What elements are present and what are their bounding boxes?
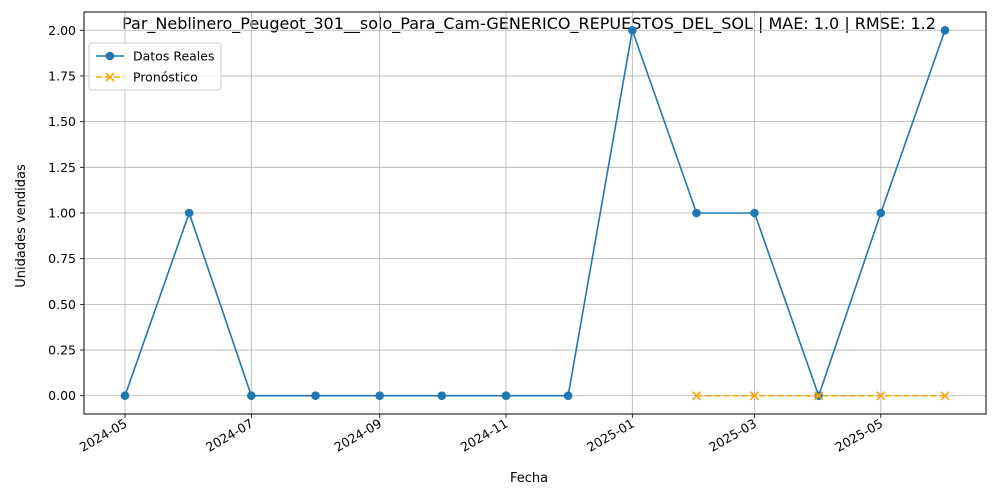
data-point bbox=[691, 391, 702, 401]
data-point bbox=[184, 208, 194, 218]
series-forecast bbox=[691, 391, 950, 401]
x-tick-label: 2025-05 bbox=[833, 416, 886, 455]
legend-label: Datos Reales bbox=[133, 49, 214, 64]
y-tick-label: 0.25 bbox=[48, 343, 76, 358]
y-tick-label: 1.25 bbox=[48, 160, 76, 175]
y-tick-label: 1.75 bbox=[48, 68, 76, 83]
data-point bbox=[749, 391, 760, 401]
data-point bbox=[750, 208, 759, 218]
data-point bbox=[876, 391, 886, 401]
series-layer bbox=[120, 25, 950, 401]
x-tick-label: 2024-07 bbox=[203, 416, 256, 455]
chart-title: Par_Neblinero_Peugeot_301__solo_Para_Cam… bbox=[122, 14, 936, 34]
y-tick-label: 0.00 bbox=[48, 388, 76, 403]
x-tick-label: 2024-05 bbox=[77, 416, 130, 455]
data-point bbox=[437, 391, 447, 401]
data-point bbox=[375, 391, 384, 401]
legend-label: Pronóstico bbox=[133, 70, 198, 85]
y-tick-label: 1.00 bbox=[48, 206, 76, 221]
data-point bbox=[563, 391, 573, 401]
data-point bbox=[940, 391, 950, 401]
x-tick-label: 2024-09 bbox=[331, 416, 384, 455]
data-point bbox=[628, 25, 637, 35]
series-line bbox=[124, 27, 946, 399]
grid-lines bbox=[84, 12, 986, 414]
data-point bbox=[501, 391, 511, 401]
legend-marker bbox=[105, 51, 115, 61]
x-tick-label: 2024-11 bbox=[458, 416, 511, 455]
legend-marker bbox=[105, 72, 115, 82]
plot-frame bbox=[83, 11, 987, 415]
data-point bbox=[940, 25, 950, 35]
y-tick-label: 0.50 bbox=[48, 297, 76, 312]
y-axis-ticks: 0.00 0.25 0.50 0.75 1.00 1.25 1.50 1.75 2.00 bbox=[48, 23, 84, 403]
data-point bbox=[692, 208, 701, 218]
x-tick-label: 2025-01 bbox=[584, 416, 637, 455]
x-axis-ticks: 2024-05 2024-07 2024-09 2024-11 2025-01 2025-… bbox=[77, 414, 886, 455]
legend: Datos Reales Pronóstico bbox=[88, 42, 222, 91]
x-axis-label: Fecha bbox=[510, 471, 548, 486]
series-actual bbox=[120, 25, 950, 401]
data-point bbox=[120, 391, 130, 401]
legend-box bbox=[88, 42, 222, 91]
x-tick-label: 2025-03 bbox=[706, 416, 759, 455]
y-tick-label: 2.00 bbox=[48, 23, 76, 38]
y-tick-label: 0.75 bbox=[48, 251, 76, 266]
data-point bbox=[311, 391, 320, 401]
data-point bbox=[247, 391, 256, 401]
data-point bbox=[876, 208, 886, 218]
y-tick-label: 1.50 bbox=[48, 114, 76, 129]
y-axis-label: Unidades vendidas bbox=[14, 164, 29, 288]
data-point bbox=[814, 391, 824, 401]
